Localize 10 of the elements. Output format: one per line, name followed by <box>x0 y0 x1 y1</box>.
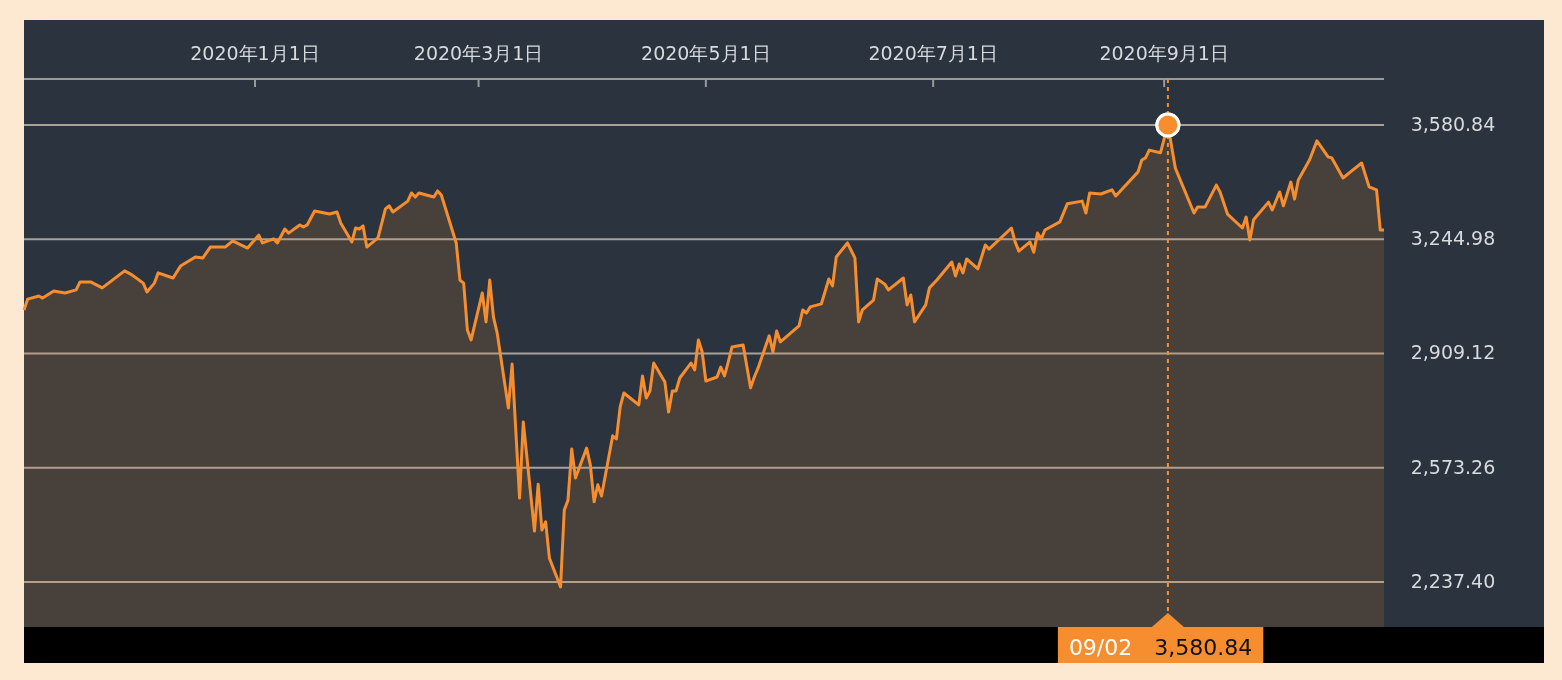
x-tick-label: 2020年1月1日 <box>190 42 320 64</box>
y-tick-label: 3,580.84 <box>1410 112 1496 135</box>
x-tick-label: 2020年5月1日 <box>641 42 771 64</box>
x-tick-label: 2020年3月1日 <box>413 42 544 64</box>
y-tick-label: 2,573.26 <box>1410 455 1496 478</box>
y-tick-label: 2,237.40 <box>1410 569 1496 592</box>
x-tick-label: 2020年7月1日 <box>868 42 998 64</box>
y-tick-label: 2,909.12 <box>1410 341 1496 364</box>
x-tick-label: 2020年9月1日 <box>1099 42 1229 64</box>
y-tick-label: 3,244.98 <box>1410 227 1496 250</box>
